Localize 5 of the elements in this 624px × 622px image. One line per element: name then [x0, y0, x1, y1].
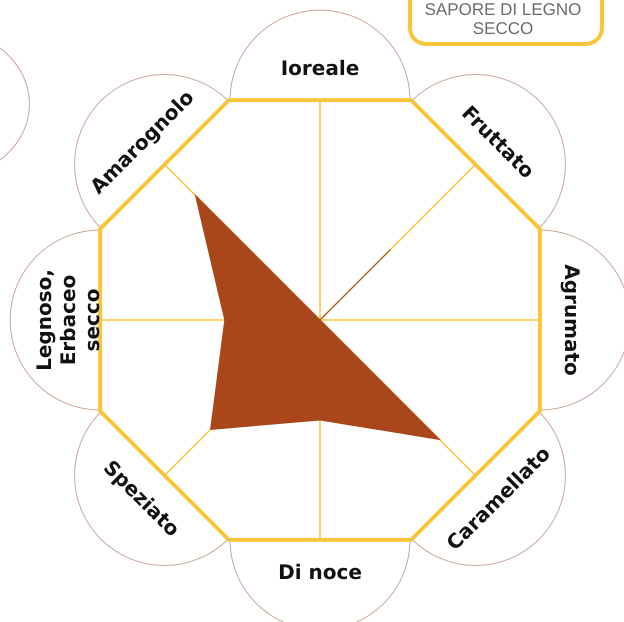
spoke-label: Ioreale	[280, 56, 360, 80]
spoke-label: Legnoso, Erbaceo secco	[32, 269, 104, 371]
spoke-label: Agrumato	[560, 264, 584, 376]
spoke-label: Di noce	[278, 560, 362, 584]
chart-title: SAPORE DI LEGNO SECCO	[424, 0, 582, 38]
